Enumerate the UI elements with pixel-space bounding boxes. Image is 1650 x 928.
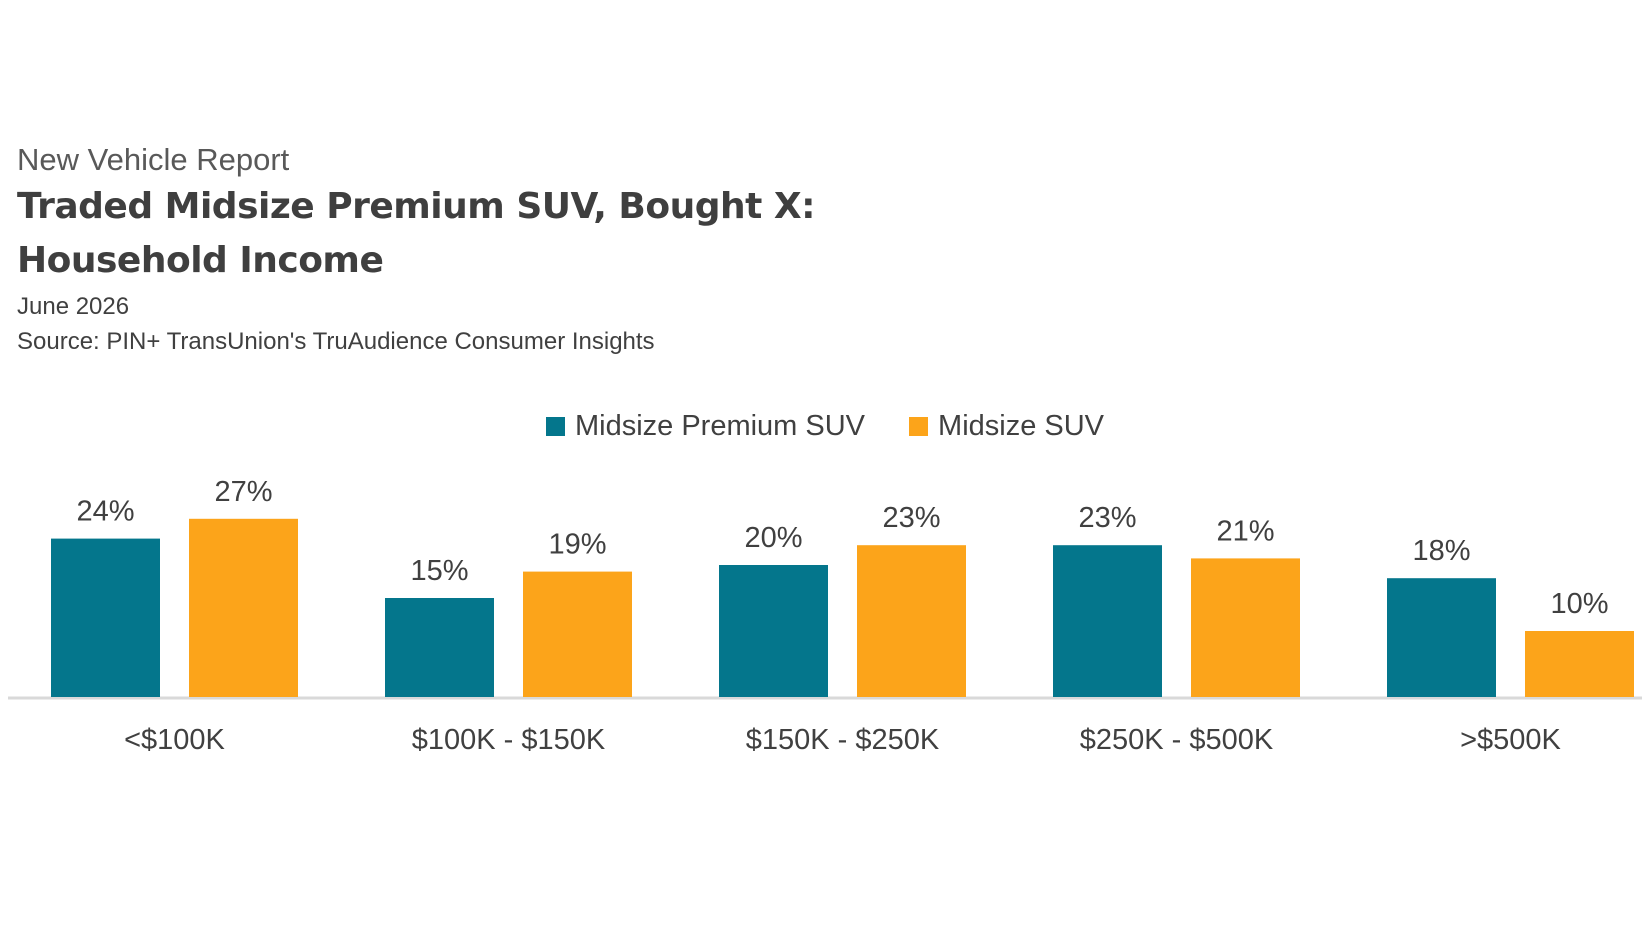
chart-title-line-2: Household Income [17,240,384,281]
data-label-midsize-premium-suv-500k: 18% [1412,535,1470,567]
bar-midsize-premium-suv-100k [51,538,160,697]
chart-legend: Midsize Premium SUV Midsize SUV [0,410,1650,443]
report-date: June 2026 [17,293,130,320]
legend-swatch-midsize-premium-suv [545,417,565,436]
bar-midsize-suv-250k-500k [1191,558,1300,697]
legend-item-midsize-premium-suv: Midsize Premium SUV [545,410,866,443]
data-label-midsize-suv-500k: 10% [1550,588,1608,620]
legend-label-midsize-suv: Midsize SUV [938,410,1105,442]
chart-header: New Vehicle Report Traded Midsize Premiu… [17,140,917,360]
data-label-midsize-suv-100k-150k: 19% [548,529,606,561]
report-name: New Vehicle Report [17,142,290,177]
data-label-midsize-premium-suv-150k-250k: 20% [744,522,802,554]
source-note: Source: PIN+ TransUnion's TruAudience Co… [17,328,655,355]
category-label-150k-250k: $150K - $250K [746,724,940,756]
category-label-500k: >$500K [1460,724,1561,756]
bar-midsize-suv-100k [189,518,298,697]
bar-midsize-premium-suv-500k [1387,578,1496,697]
chart-title-line-1: Traded Midsize Premium SUV, Bought X: [17,186,816,227]
data-label-midsize-premium-suv-250k-500k: 23% [1078,502,1136,534]
bar-midsize-premium-suv-250k-500k [1053,545,1162,697]
bar-midsize-suv-100k-150k [523,571,632,697]
data-label-midsize-premium-suv-100k-150k: 15% [410,555,468,587]
bar-midsize-suv-500k [1525,631,1634,697]
data-label-midsize-suv-250k-500k: 21% [1216,515,1274,547]
data-label-midsize-suv-150k-250k: 23% [882,502,940,534]
bar-midsize-premium-suv-100k-150k [385,598,494,697]
bar-midsize-premium-suv-150k-250k [719,565,828,697]
legend-swatch-midsize-suv [909,417,929,436]
legend-item-midsize-suv: Midsize SUV [909,410,1104,443]
category-label-100k-150k: $100K - $150K [412,724,606,756]
data-label-midsize-premium-suv-100k: 24% [76,496,134,528]
bar-chart: 24% 27% <$100K 15% 19% $100K - $150K 20% 23% $15… [8,476,1642,756]
legend-label-midsize-premium-suv: Midsize Premium SUV [574,410,866,442]
category-label-250k-500k: $250K - $500K [1080,724,1274,756]
data-label-midsize-suv-100k: 27% [214,476,272,508]
category-label-100k: <$100K [124,724,225,756]
bar-midsize-suv-150k-250k [857,545,966,697]
